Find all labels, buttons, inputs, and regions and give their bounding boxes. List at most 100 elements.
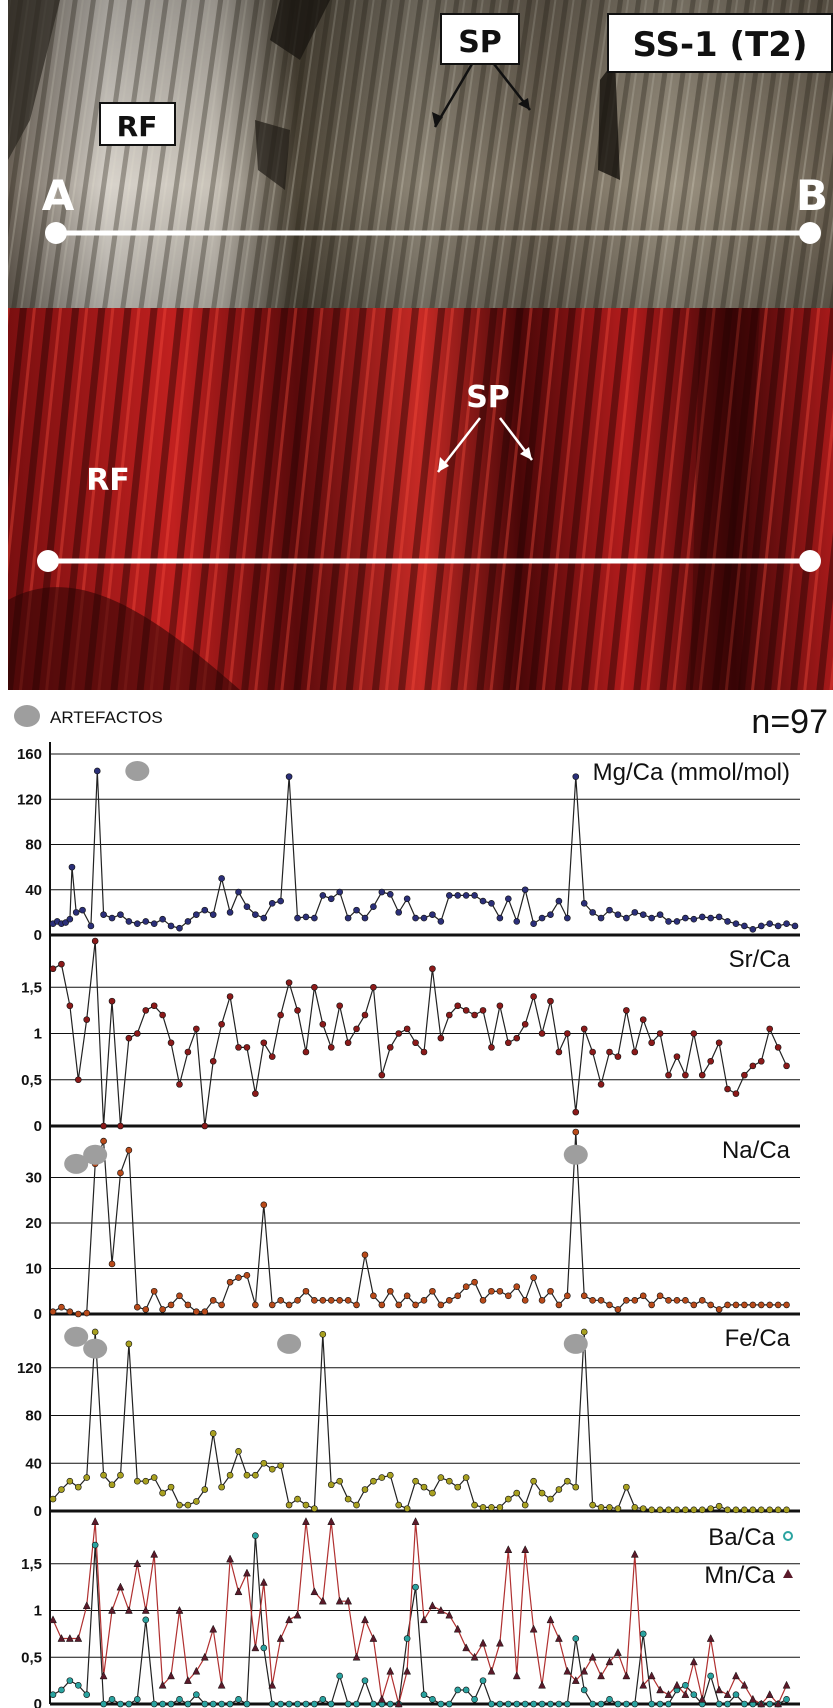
data-point — [209, 1700, 217, 1708]
data-point — [597, 1671, 605, 1680]
data-point — [673, 1053, 681, 1060]
data-point — [361, 1615, 369, 1624]
data-point — [218, 1700, 225, 1708]
data-point — [176, 1292, 183, 1300]
data-point — [353, 1501, 360, 1509]
data-point — [176, 924, 183, 932]
y-tick-label: 0,5 — [21, 1649, 42, 1666]
data-point — [648, 914, 655, 922]
data-point — [530, 920, 537, 927]
data-point — [125, 1700, 133, 1708]
data-point — [79, 906, 86, 914]
data-point — [386, 1700, 394, 1708]
data-point — [749, 1506, 757, 1514]
data-point — [479, 1297, 487, 1304]
data-point — [589, 1700, 596, 1708]
data-point — [344, 914, 352, 922]
point-b-label: B — [796, 171, 828, 220]
data-point — [235, 1696, 242, 1703]
data-point — [319, 892, 327, 899]
data-point — [690, 1691, 698, 1698]
series-line-fe-ca — [52, 1331, 787, 1511]
data-point — [361, 914, 369, 922]
data-point — [403, 895, 411, 903]
data-point — [277, 1462, 284, 1469]
data-point — [564, 1030, 571, 1037]
data-point — [412, 1039, 419, 1047]
data-point — [412, 1477, 419, 1485]
data-point — [108, 1696, 116, 1703]
y-tick-label: 30 — [25, 1170, 42, 1187]
data-point — [226, 993, 234, 1000]
y-tick-label: 0 — [34, 927, 42, 944]
data-point — [530, 993, 537, 1000]
data-point — [66, 1308, 74, 1316]
data-point — [218, 875, 225, 882]
data-point — [647, 1671, 656, 1680]
data-point — [395, 1301, 403, 1309]
data-point — [268, 1465, 276, 1473]
data-point — [479, 1677, 487, 1684]
chart-panel-5: 0 0,5 1 1,5 Ba/Ca Mn/Ca — [21, 1517, 800, 1708]
data-point — [377, 1694, 386, 1703]
data-point — [243, 1568, 251, 1577]
data-point — [344, 1039, 352, 1047]
data-point — [142, 918, 150, 925]
data-point — [184, 1301, 192, 1309]
data-point — [774, 1301, 782, 1309]
rf-label-top: RF — [117, 110, 158, 143]
data-point — [470, 1652, 479, 1661]
data-point — [344, 1596, 353, 1605]
data-point — [117, 1169, 124, 1177]
data-point — [66, 1477, 74, 1485]
data-point — [91, 1328, 99, 1336]
data-point — [614, 1505, 622, 1512]
data-point — [193, 911, 200, 918]
data-point — [454, 892, 462, 899]
data-point — [68, 863, 76, 871]
data-point — [141, 1605, 150, 1614]
data-point — [116, 1582, 125, 1591]
data-point — [783, 1062, 790, 1070]
data-point — [159, 1011, 166, 1019]
data-point — [656, 911, 664, 918]
data-point — [631, 909, 639, 916]
data-point — [505, 1039, 512, 1047]
data-point — [311, 1297, 318, 1304]
data-point — [597, 1081, 605, 1088]
data-point — [748, 1694, 757, 1703]
data-point — [100, 1137, 107, 1145]
data-point — [732, 1506, 740, 1514]
data-point — [252, 1471, 259, 1479]
data-point — [707, 914, 714, 922]
data-point — [134, 1030, 141, 1037]
data-point — [74, 1310, 82, 1318]
data-point — [673, 1297, 681, 1304]
data-point — [134, 920, 141, 927]
artefact-legend-text: ARTEFACTOS — [50, 708, 163, 727]
data-point — [394, 1699, 403, 1708]
bottom-overlays: SP RF — [37, 380, 821, 572]
data-point — [336, 1002, 343, 1010]
data-point — [260, 1644, 268, 1652]
data-point — [142, 1477, 150, 1485]
data-point — [268, 1700, 276, 1708]
data-point — [698, 1506, 706, 1514]
data-point — [159, 1489, 166, 1497]
data-point — [285, 773, 293, 780]
data-point — [83, 1474, 91, 1481]
data-point — [311, 983, 318, 991]
data-point — [454, 1292, 462, 1300]
data-point — [226, 1700, 234, 1708]
data-point — [234, 1587, 243, 1596]
data-point — [370, 1700, 377, 1708]
data-point — [564, 1477, 571, 1485]
data-point — [682, 1506, 689, 1514]
data-point — [209, 1430, 217, 1437]
data-point — [437, 1700, 445, 1708]
panel-title: Fe/Ca — [725, 1325, 791, 1352]
data-point — [83, 1309, 91, 1317]
data-point — [648, 1506, 655, 1514]
data-point — [589, 1501, 596, 1509]
